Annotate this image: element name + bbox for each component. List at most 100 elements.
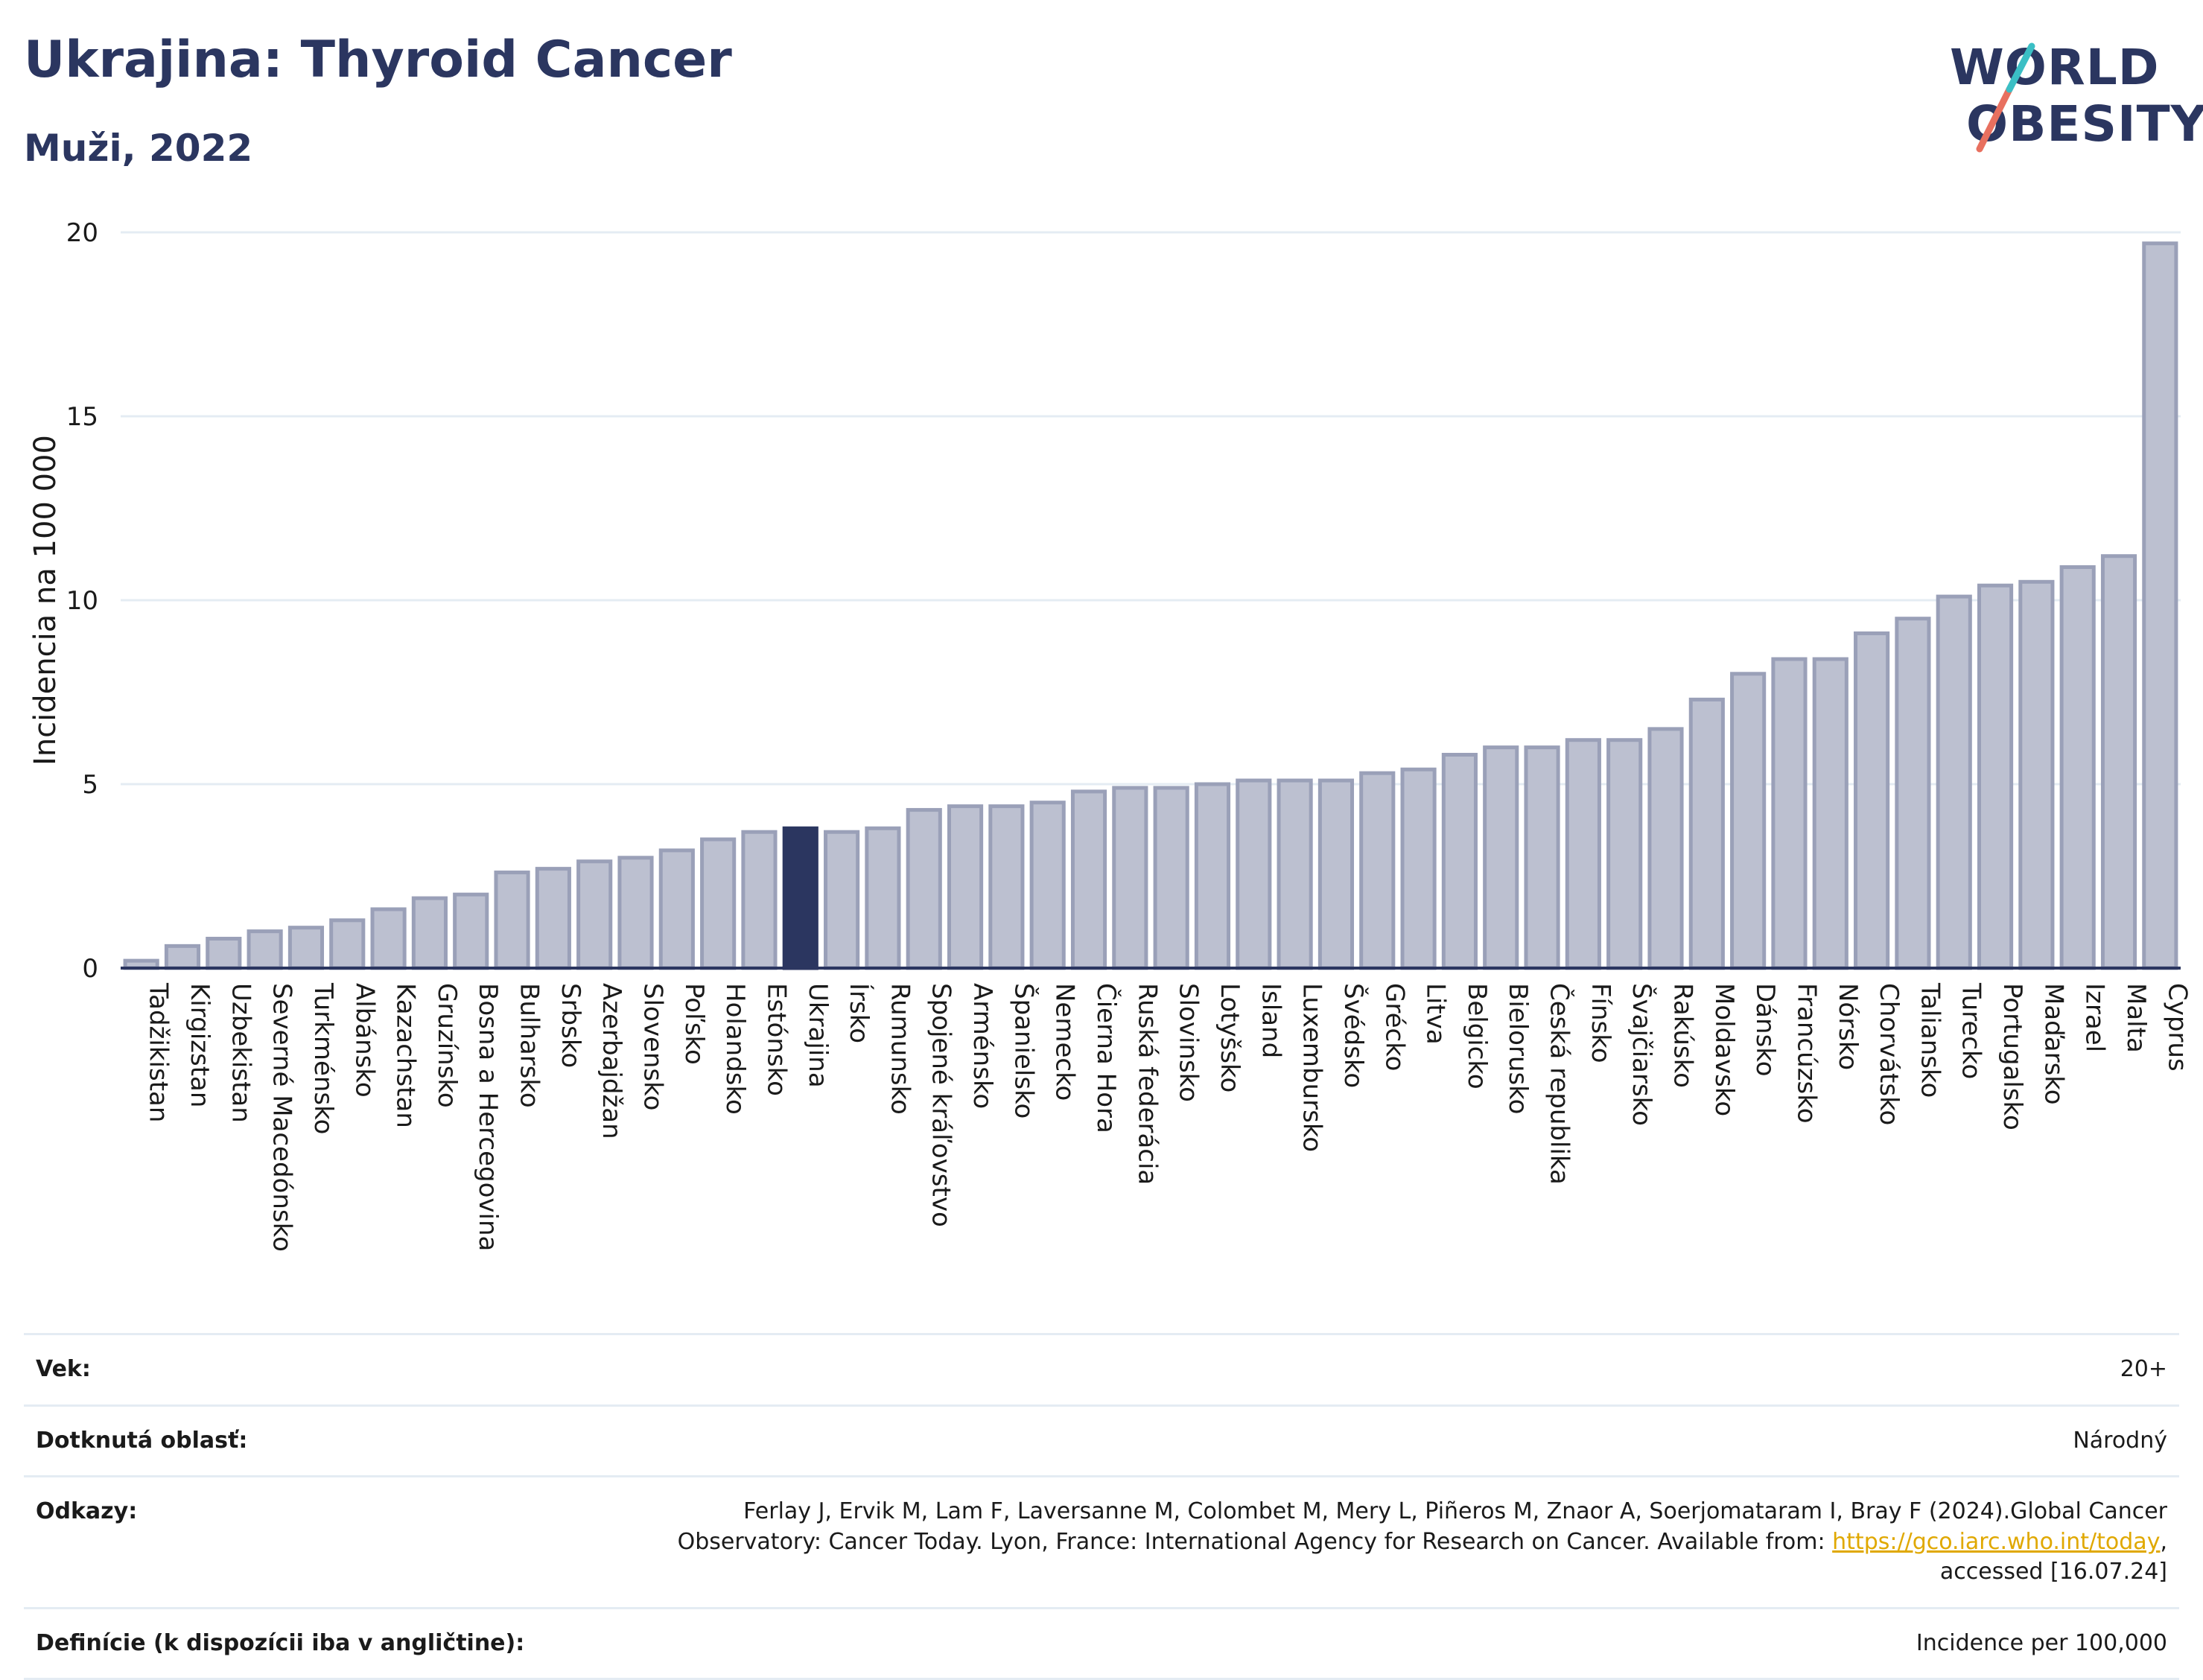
bar [620, 858, 652, 968]
x-tick-label: Holandsko [720, 983, 750, 1115]
bar [372, 909, 404, 968]
x-tick-label: Severné Macedónsko [267, 983, 297, 1252]
x-tick-label: Gruzínsko [432, 983, 462, 1108]
bar [166, 946, 198, 968]
details-table: Vek: 20+ Dotknutá oblasť: Národný Odkazy… [24, 1333, 2179, 1680]
x-tick-label: Portugalsko [1997, 983, 2027, 1130]
x-tick-label: Čierna Hora [1091, 983, 1122, 1133]
definitions-label: Definície (k dispozícii iba v angličtine… [36, 1629, 524, 1659]
x-tick-label: Švédsko [1338, 983, 1369, 1088]
references-value: Ferlay J, Ervik M, Lam F, Laversanne M, … [603, 1497, 2167, 1588]
details-row-area: Dotknutá oblasť: Národný [24, 1404, 2179, 1476]
x-tick-label: Luxembursko [1297, 983, 1327, 1152]
bar [1979, 585, 2011, 968]
x-tick-label: Cyprus [2162, 983, 2192, 1072]
bar [1402, 769, 1434, 968]
bar [743, 832, 775, 968]
x-tick-label: Srbsko [556, 983, 585, 1068]
y-axis-label: Incidencia na 100 000 [28, 435, 63, 766]
bar [1031, 803, 1064, 968]
bar [1814, 659, 1846, 968]
details-row-age: Vek: 20+ [24, 1333, 2179, 1404]
x-tick-label: Bulharsko [515, 983, 544, 1108]
y-tick-label: 0 [82, 954, 98, 984]
bar [1897, 619, 1929, 968]
bar [1938, 596, 1970, 968]
bar [1609, 740, 1641, 968]
x-tick-label: Francúzsko [1791, 983, 1821, 1124]
x-tick-label: Bielorusko [1503, 983, 1533, 1114]
x-tick-label: Kirgizstan [185, 983, 214, 1107]
area-label: Dotknutá oblasť: [36, 1426, 247, 1457]
bar [1526, 748, 1558, 968]
bar [579, 862, 611, 968]
references-link[interactable]: https://gco.iarc.who.int/today [1832, 1529, 2160, 1555]
bar [1155, 788, 1187, 968]
definitions-value: Incidence per 100,000 [1916, 1629, 2167, 1659]
bar [1072, 792, 1104, 968]
bar [2061, 567, 2094, 968]
bar [2102, 556, 2134, 968]
x-tick-label: Nemecko [1050, 983, 1080, 1101]
x-tick-label: Turecko [1956, 982, 1986, 1079]
x-tick-label: Ruská federácia [1132, 983, 1162, 1185]
bar [908, 810, 940, 968]
bar [661, 850, 693, 968]
x-tick-label: Rumunsko [885, 983, 915, 1115]
details-row-references: Odkazy: Ferlay J, Ervik M, Lam F, Lavers… [24, 1475, 2179, 1607]
x-tick-label: Slovensko [638, 983, 668, 1110]
x-tick-label: Dánsko [1750, 983, 1780, 1077]
area-value: Národný [2073, 1426, 2167, 1457]
x-tick-label: Tadžikistan [144, 982, 174, 1122]
bar [949, 806, 981, 968]
bar [1114, 788, 1146, 968]
bar [455, 894, 487, 968]
bar [1732, 674, 1764, 968]
x-tick-label: Ukrajina [803, 983, 833, 1088]
bar [249, 932, 281, 968]
bar [1650, 729, 1682, 968]
x-tick-label: Poľsko [679, 983, 709, 1065]
bar [496, 873, 528, 968]
x-tick-label: Belgicko [1462, 983, 1492, 1089]
x-tick-label: Litva [1421, 983, 1451, 1045]
bar [1856, 633, 1888, 968]
bar [1567, 740, 1599, 968]
age-label: Vek: [36, 1355, 91, 1385]
x-tick-label: Turkménsko [308, 982, 338, 1134]
references-label: Odkazy: [36, 1497, 137, 1588]
y-tick-label: 15 [66, 402, 98, 432]
bar [2144, 244, 2176, 968]
bar [208, 938, 240, 968]
bar [2021, 582, 2053, 968]
x-tick-label: Nórsko [1833, 983, 1863, 1070]
bar [1773, 659, 1805, 968]
details-row-definitions: Definície (k dispozícii iba v angličtine… [24, 1607, 2179, 1680]
x-tick-label: Arménsko [967, 983, 997, 1109]
bar [1443, 754, 1475, 968]
bar [1320, 780, 1352, 968]
x-tick-label: Uzbekistan [226, 983, 255, 1123]
y-tick-label: 10 [66, 586, 98, 616]
x-tick-label: Azerbajdžan [597, 983, 626, 1139]
x-tick-label: Rakúsko [1668, 983, 1698, 1088]
x-tick-label: Spojené kráľovstvo [926, 983, 956, 1227]
bar [413, 898, 445, 968]
bar [1485, 748, 1517, 968]
bar [1238, 780, 1270, 968]
x-tick-label: Fínsko [1586, 983, 1615, 1063]
x-tick-label: Chorvátsko [1874, 983, 1904, 1125]
x-tick-label: Slovinsko [1174, 983, 1204, 1102]
bar [867, 828, 899, 968]
bar [1361, 773, 1393, 968]
bar [290, 928, 322, 968]
x-tick-label: Švajčiarsko [1627, 983, 1657, 1126]
bar [1279, 780, 1311, 968]
x-tick-label: Česká republika [1545, 983, 1575, 1185]
x-tick-label: Moldavsko [1709, 983, 1739, 1116]
bar [1196, 784, 1228, 968]
bar [991, 806, 1023, 968]
x-tick-label: Izrael [2080, 983, 2110, 1052]
x-tick-label: Albánsko [349, 983, 379, 1098]
